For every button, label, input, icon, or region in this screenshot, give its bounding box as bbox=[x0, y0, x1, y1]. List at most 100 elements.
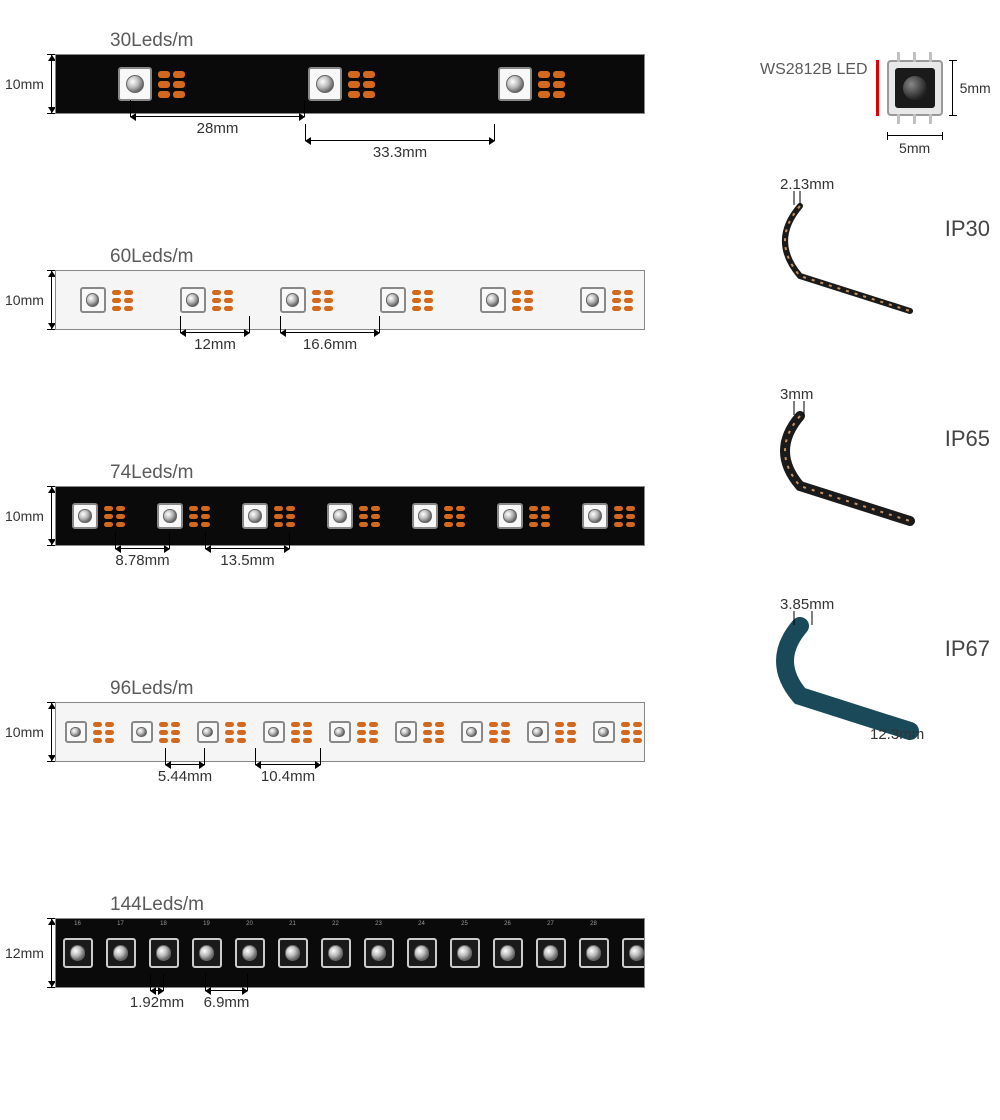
height-label: 10mm bbox=[5, 724, 44, 740]
led-cell bbox=[386, 703, 452, 761]
led-index-label: 21 bbox=[289, 921, 296, 927]
led-index-label: 27 bbox=[547, 921, 554, 927]
led-index-label: 16 bbox=[74, 921, 81, 927]
solder-pads-icon bbox=[124, 290, 133, 311]
dimension-label: 12mm bbox=[194, 336, 236, 353]
led-icon bbox=[192, 938, 222, 968]
solder-pads-icon bbox=[104, 506, 113, 527]
led-index-label: 28 bbox=[590, 921, 597, 927]
led-icon bbox=[327, 503, 353, 529]
led-icon bbox=[197, 721, 219, 743]
led-index-label: 22 bbox=[332, 921, 339, 927]
solder-pads-icon bbox=[555, 722, 564, 743]
strip-title: 30Leds/m bbox=[110, 30, 695, 52]
strips-column: 30Leds/m10mm28mm33.3mm60Leds/m10mm12mm16… bbox=[55, 30, 695, 1120]
solder-pads-icon bbox=[624, 290, 633, 311]
led-cell: 17 bbox=[99, 919, 142, 987]
led-cell bbox=[518, 703, 584, 761]
dimension-label: 16.6mm bbox=[303, 336, 357, 353]
solder-pads-icon bbox=[412, 290, 421, 311]
led-strip bbox=[55, 702, 645, 762]
solder-pads-icon bbox=[621, 722, 630, 743]
dimension-annotations: 5.44mm10.4mm bbox=[55, 764, 695, 814]
led-index-label: 20 bbox=[246, 921, 253, 927]
led-icon bbox=[235, 938, 265, 968]
led-cell bbox=[556, 271, 645, 329]
led-icon bbox=[131, 721, 153, 743]
led-cell: 26 bbox=[486, 919, 529, 987]
bent-strip-icon bbox=[760, 611, 920, 741]
led-icon bbox=[582, 503, 608, 529]
solder-pads-icon bbox=[424, 290, 433, 311]
solder-pads-icon bbox=[456, 506, 465, 527]
strip-74leds-m: 74Leds/m10mm8.78mm13.5mm bbox=[55, 462, 695, 598]
led-cell: 25 bbox=[443, 919, 486, 987]
strip-96leds-m: 96Leds/m10mm5.44mm10.4mm bbox=[55, 678, 695, 814]
height-label: 10mm bbox=[5, 76, 44, 92]
solder-pads-icon bbox=[538, 71, 550, 98]
solder-pads-icon bbox=[541, 506, 550, 527]
led-index-label: 18 bbox=[160, 921, 167, 927]
accent-bar bbox=[876, 60, 879, 116]
led-icon bbox=[308, 67, 342, 101]
led-cell: 28 bbox=[572, 919, 615, 987]
strip-title: 60Leds/m bbox=[110, 246, 695, 268]
led-icon bbox=[407, 938, 437, 968]
solder-pads-icon bbox=[612, 290, 621, 311]
solder-pads-icon bbox=[369, 722, 378, 743]
led-icon bbox=[461, 721, 483, 743]
solder-pads-icon bbox=[173, 71, 185, 98]
dimension-annotations: 1.92mm6.9mm bbox=[55, 990, 695, 1040]
led-icon bbox=[493, 938, 523, 968]
led-cell bbox=[456, 271, 556, 329]
led-icon bbox=[450, 938, 480, 968]
led-icon bbox=[395, 721, 417, 743]
strip-title: 74Leds/m bbox=[110, 462, 695, 484]
solder-pads-icon bbox=[93, 722, 102, 743]
led-cell bbox=[436, 55, 626, 113]
solder-pads-icon bbox=[324, 290, 333, 311]
led-icon bbox=[278, 938, 308, 968]
led-icon bbox=[329, 721, 351, 743]
led-index-label: 26 bbox=[504, 921, 511, 927]
led-icon bbox=[579, 938, 609, 968]
led-icon bbox=[498, 67, 532, 101]
solder-pads-icon bbox=[291, 722, 300, 743]
led-cell bbox=[584, 703, 645, 761]
ip-rating-ip67: 3.85mmIP6712.3mm bbox=[760, 596, 990, 736]
height-label: 12mm bbox=[5, 945, 44, 961]
dimension-label: 28mm bbox=[197, 120, 239, 137]
dimension-annotations: 12mm 16.6mm bbox=[55, 332, 695, 382]
solder-pads-icon bbox=[444, 506, 453, 527]
led-icon bbox=[180, 287, 206, 313]
width-label: 12.3mm bbox=[870, 726, 924, 743]
led-cell bbox=[56, 271, 156, 329]
solder-pads-icon bbox=[348, 71, 360, 98]
led-icon bbox=[106, 938, 136, 968]
led-icon bbox=[321, 938, 351, 968]
chip-width-label: 5mm bbox=[899, 140, 930, 156]
side-column: WS2812B LED 5mm 5m bbox=[760, 60, 990, 806]
led-icon bbox=[497, 503, 523, 529]
led-icon bbox=[280, 287, 306, 313]
led-index-label: 25 bbox=[461, 921, 468, 927]
led-icon bbox=[480, 287, 506, 313]
solder-pads-icon bbox=[435, 722, 444, 743]
led-icon bbox=[593, 721, 615, 743]
solder-pads-icon bbox=[224, 290, 233, 311]
led-cell bbox=[481, 487, 566, 545]
led-icon bbox=[580, 287, 606, 313]
solder-pads-icon bbox=[303, 722, 312, 743]
led-cell bbox=[56, 703, 122, 761]
solder-pads-icon bbox=[489, 722, 498, 743]
solder-pads-icon bbox=[423, 722, 432, 743]
ip-label: IP67 bbox=[945, 636, 990, 662]
led-cell bbox=[396, 487, 481, 545]
bent-strip-icon bbox=[760, 401, 920, 531]
led-index-label: 17 bbox=[117, 921, 124, 927]
ip-rating-ip30: 2.13mmIP30 bbox=[760, 176, 990, 316]
solder-pads-icon bbox=[225, 722, 234, 743]
solder-pads-icon bbox=[371, 506, 380, 527]
led-index-label: 24 bbox=[418, 921, 425, 927]
led-cell bbox=[566, 487, 645, 545]
